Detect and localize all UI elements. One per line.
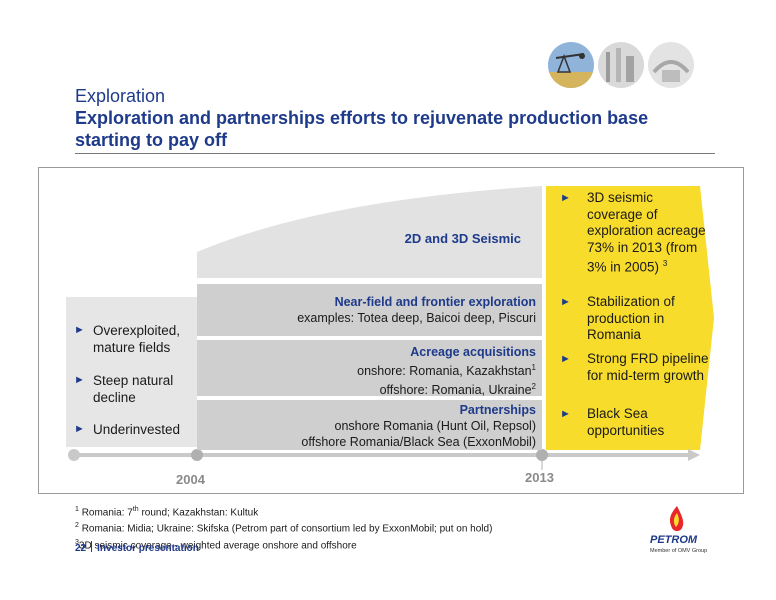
header-photo-plant: [648, 42, 694, 88]
footnotes: 1 Romania: 7th round; Kazakhstan: Kultuk…: [75, 503, 492, 552]
logo-tagline: Member of OMV Group: [650, 548, 708, 554]
page-number: 22: [75, 543, 87, 554]
footnote: 2 Romania: Midia; Ukraine: Skifska (Petr…: [75, 522, 493, 535]
page-footer: 22 Investor presentation: [75, 541, 199, 554]
band-near-field: Near-field and frontier exploration exam…: [197, 284, 542, 336]
highlight-arrow-shape: [546, 186, 714, 450]
title-divider: [75, 153, 715, 154]
year-label-end: 2013: [525, 470, 554, 485]
timeline-marker-2013: [536, 449, 548, 461]
triangle-bullet-icon: ►: [74, 324, 85, 336]
triangle-bullet-icon: ►: [560, 296, 571, 308]
triangle-bullet-icon: ►: [560, 192, 571, 204]
legacy-issues-box: ► Overexploited, mature fields ► Steep n…: [66, 297, 197, 447]
year-label-start: 2004: [176, 472, 205, 487]
footer-separator: [91, 541, 93, 552]
footnote: 1 Romania: 7th round; Kazakhstan: Kultuk: [75, 506, 259, 519]
triangle-bullet-icon: ►: [560, 353, 571, 365]
footer-label: Investor presentation: [97, 543, 199, 554]
timeline-start-marker: [68, 449, 80, 461]
footnote: 33D seismic coverage - weighted average …: [75, 538, 357, 551]
content-frame: [38, 167, 744, 494]
triangle-bullet-icon: ►: [74, 423, 85, 435]
triangle-bullet-icon: ►: [74, 374, 85, 386]
page-title: Exploration and partnerships efforts to …: [75, 108, 649, 150]
seismic-label: 2D and 3D Seismic: [404, 231, 521, 246]
timeline-arrowhead: [688, 449, 700, 461]
seismic-curve-shape: [197, 186, 542, 278]
timeline-marker-2004: [191, 449, 203, 461]
header-photo-refinery: [598, 42, 644, 88]
header-photo-oil-pump: [548, 42, 594, 88]
band-partnerships: Partnerships onshore Romania (Hunt Oil, …: [197, 400, 542, 450]
section-title: Exploration: [75, 86, 166, 106]
petrom-flame-logo-icon: [669, 506, 684, 531]
logo-wordmark: PETROM: [650, 534, 698, 546]
band-acreage: Acreage acquisitions onshore: Romania, K…: [197, 340, 542, 397]
triangle-bullet-icon: ►: [560, 408, 571, 420]
